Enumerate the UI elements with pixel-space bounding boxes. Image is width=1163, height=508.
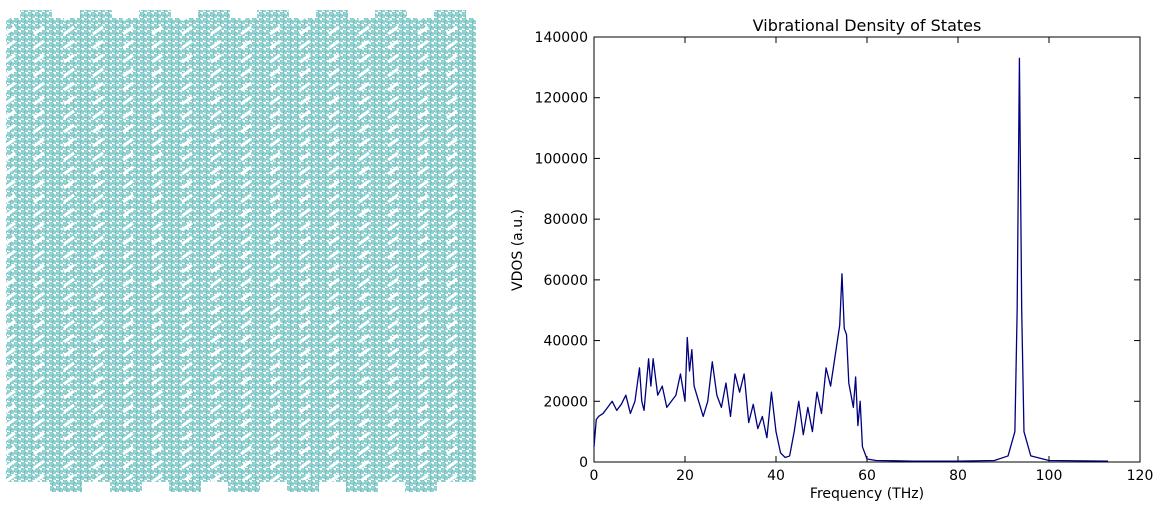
y-tick-label: 60000 [543,273,588,289]
y-tick-label: 80000 [543,212,588,228]
x-axis-label: Frequency (THz) [810,486,924,502]
y-tick-label: 0 [579,455,588,471]
chart-title: Vibrational Density of States [753,16,982,35]
y-tick-label: 20000 [543,394,588,410]
x-tick-label: 120 [1127,468,1154,484]
x-tick-label: 40 [767,468,785,484]
y-axis-label: VDOS (a.u.) [510,209,526,291]
y-tick-label: 140000 [535,30,588,46]
y-tick-label: 40000 [543,334,588,350]
atomic-structure [6,10,476,492]
y-tick-label: 100000 [535,151,588,167]
x-tick-label: 60 [858,468,876,484]
x-tick-label: 0 [590,468,599,484]
x-tick-label: 20 [676,468,694,484]
y-tick-label: 120000 [535,91,588,107]
x-tick-label: 80 [949,468,967,484]
vdos-line [593,57,1109,462]
plot-frame [593,36,1141,463]
x-tick-label: 100 [1036,468,1063,484]
